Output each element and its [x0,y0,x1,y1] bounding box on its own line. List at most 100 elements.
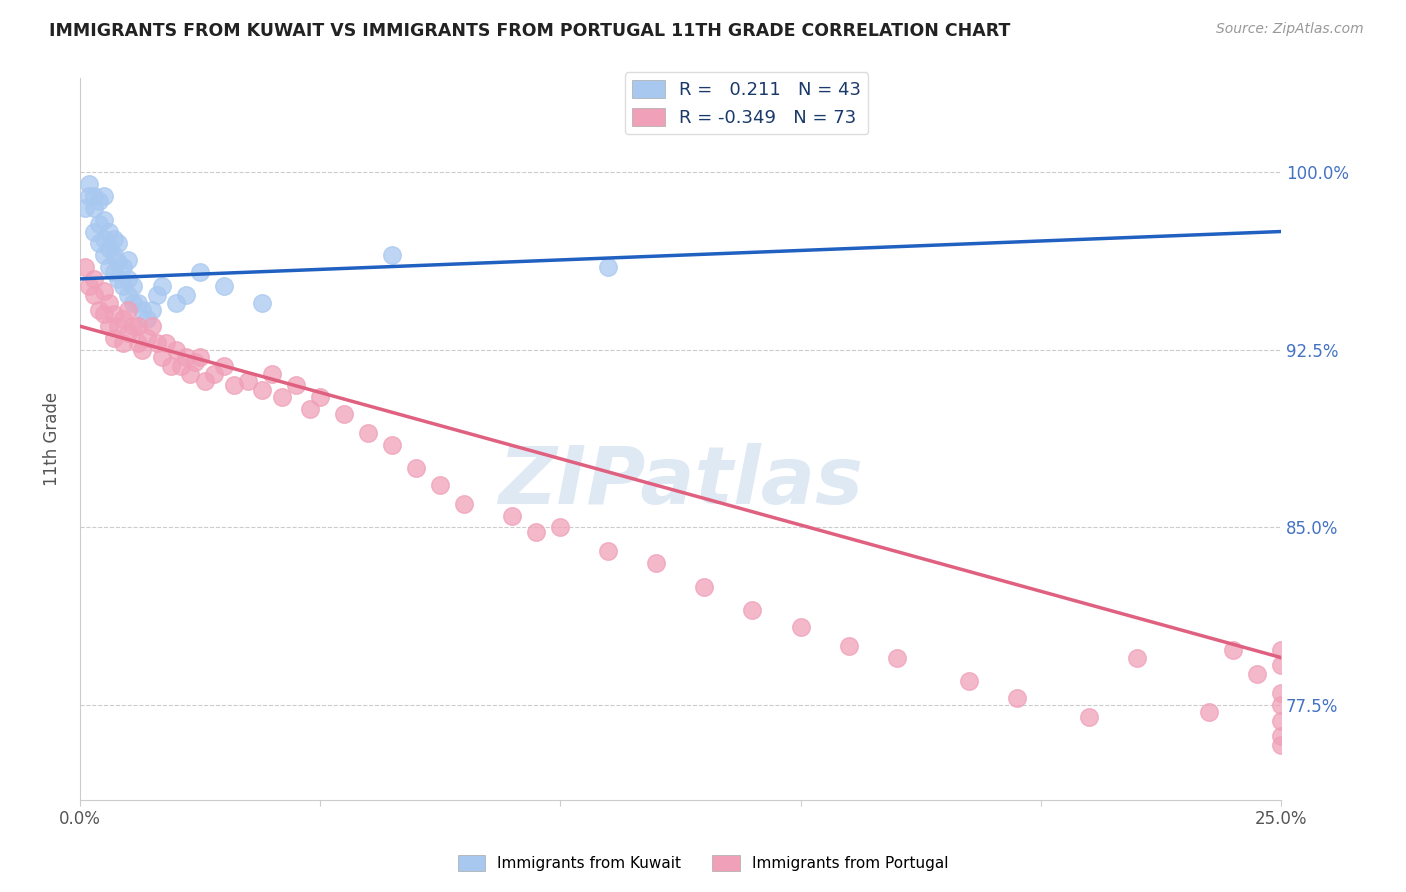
Point [299,402,322,417]
Point [174,288,197,302]
Point [333,407,356,421]
Text: ZIPatlas: ZIPatlas [498,443,863,521]
Point [141,302,163,317]
Point [117,326,139,341]
Point [789,620,811,634]
Point [170,359,193,374]
Point [73,260,96,274]
Point [1270,738,1292,752]
Point [79,279,101,293]
Point [645,556,668,570]
Point [188,265,211,279]
Point [957,674,980,689]
Point [1077,709,1099,723]
Point [83,288,105,302]
Point [179,367,201,381]
Point [155,335,177,350]
Point [886,650,908,665]
Point [381,437,404,451]
Point [1270,657,1292,672]
Point [103,232,125,246]
Point [236,374,259,388]
Point [93,284,115,298]
Point [693,580,716,594]
Point [93,248,115,262]
Point [107,319,129,334]
Point [87,302,110,317]
Point [150,279,173,293]
Point [103,265,125,279]
Point [87,236,110,251]
Point [165,295,187,310]
Point [117,252,139,267]
Point [524,525,547,540]
Point [309,390,332,404]
Point [83,272,105,286]
Point [97,260,120,274]
Point [212,279,235,293]
Point [73,201,96,215]
Point [252,295,274,310]
Legend: Immigrants from Kuwait, Immigrants from Portugal: Immigrants from Kuwait, Immigrants from … [451,849,955,877]
Point [97,225,120,239]
Point [252,383,274,397]
Point [285,378,308,392]
Point [83,189,105,203]
Point [103,248,125,262]
Point [87,218,110,232]
Point [598,544,620,558]
Point [838,639,860,653]
Point [222,378,245,392]
Point [184,354,207,368]
Point [121,295,143,310]
Point [429,477,451,491]
Point [160,359,183,374]
Point [131,343,153,357]
Point [136,331,159,345]
Point [202,367,225,381]
Point [87,194,110,208]
Point [93,307,115,321]
Point [1270,698,1292,712]
Point [1005,690,1028,705]
Point [1246,667,1268,681]
Point [550,520,572,534]
Point [150,350,173,364]
Point [1270,729,1292,743]
Point [188,350,211,364]
Point [121,279,143,293]
Point [79,189,101,203]
Point [112,312,135,326]
Point [93,232,115,246]
Point [97,295,120,310]
Point [107,255,129,269]
Point [93,212,115,227]
Point [598,260,620,274]
Point [131,302,153,317]
Point [112,260,135,274]
Point [1270,643,1292,657]
Point [127,319,149,334]
Point [145,288,167,302]
Point [83,225,105,239]
Point [117,272,139,286]
Point [453,497,475,511]
Point [194,374,217,388]
Point [357,425,380,440]
Point [1270,686,1292,700]
Point [112,335,135,350]
Point [405,461,427,475]
Point [127,335,149,350]
Y-axis label: 11th Grade: 11th Grade [44,392,60,485]
Point [270,390,292,404]
Point [79,177,101,191]
Legend: R =   0.211   N = 43, R = -0.349   N = 73: R = 0.211 N = 43, R = -0.349 N = 73 [624,72,868,135]
Point [741,603,763,617]
Point [1222,643,1244,657]
Point [117,288,139,302]
Point [103,331,125,345]
Point [212,359,235,374]
Text: IMMIGRANTS FROM KUWAIT VS IMMIGRANTS FROM PORTUGAL 11TH GRADE CORRELATION CHART: IMMIGRANTS FROM KUWAIT VS IMMIGRANTS FRO… [49,22,1011,40]
Point [145,335,167,350]
Point [83,201,105,215]
